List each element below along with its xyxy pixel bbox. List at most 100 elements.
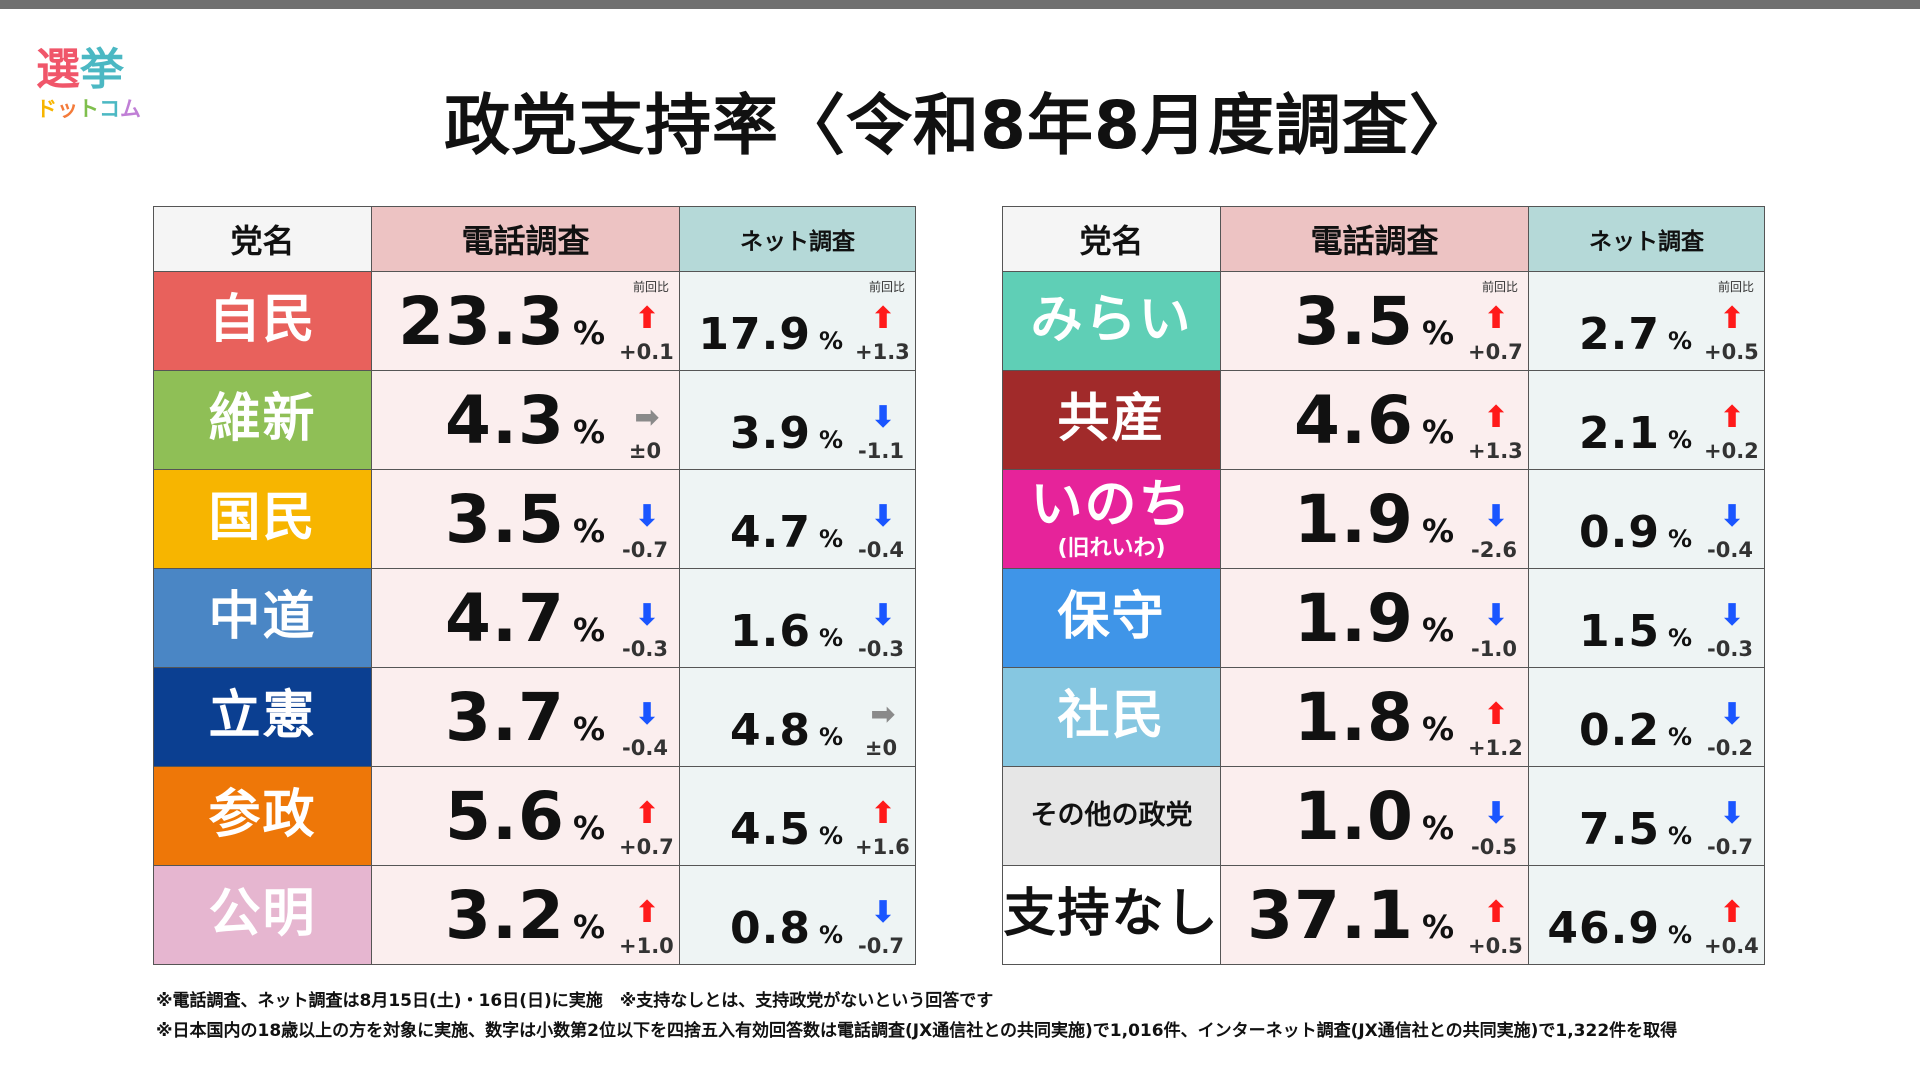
trend-down-arrow-icon: ⬇ [1719, 499, 1745, 534]
net-survey-cell: 17.9% 前回比 ⬆ +1.3 [679, 271, 916, 371]
phone-survey-cell: 1.8% ⬆ +1.2 [1220, 667, 1529, 767]
party-name: 中道 [208, 587, 317, 648]
header-phone-survey: 電話調査 [1220, 206, 1529, 272]
percent-sign: % [572, 710, 605, 748]
value-group: 37.1% [1247, 877, 1454, 954]
net-value: 4.8 [730, 705, 811, 756]
trend-flat-arrow-icon: ➡ [634, 400, 660, 435]
party-name-cell: 社民 [1002, 667, 1221, 767]
party-name: 公明 [208, 884, 317, 945]
value-group: 1.0% [1294, 778, 1454, 855]
phone-survey-cell: 3.7% ⬇ -0.4 [371, 667, 680, 767]
trend-up-arrow-icon: ⬆ [870, 301, 896, 336]
net-survey-cell: 46.9% ⬆ +0.4 [1528, 865, 1765, 965]
trend-down-arrow-icon: ⬇ [1483, 499, 1509, 534]
party-name-cell: その他の政党 [1002, 766, 1221, 866]
party-name: みらい [1030, 290, 1193, 351]
net-survey-cell: 2.7% 前回比 ⬆ +0.5 [1528, 271, 1765, 371]
value-cell-body: 3.7% ⬇ -0.4 [372, 668, 679, 766]
value-cell-body: 3.5% 前回比 ⬆ +0.7 [1221, 272, 1528, 370]
trend-up-arrow-icon: ⬆ [634, 796, 660, 831]
poll-table-left: 党名 電話調査 ネット調査 自民 23.3% 前回比 ⬆ +0.1 17.9% 前回比 ⬆ +1… [153, 206, 916, 965]
phone-delta: +1.0 [619, 934, 674, 958]
party-name: 維新 [208, 389, 317, 450]
trend-up-arrow-icon: ⬆ [1719, 400, 1745, 435]
site-logo[interactable]: 選 挙 ド ッ ト コ ム [36, 46, 146, 142]
phone-value: 37.1 [1247, 877, 1414, 954]
value-group: 2.7% [1579, 309, 1692, 360]
party-row: その他の政党 1.0% ⬇ -0.5 7.5% ⬇ -0.7 [1002, 766, 1765, 866]
value-group: 3.5% [1294, 283, 1454, 360]
net-value: 4.5 [730, 804, 811, 855]
party-name: 立憲 [208, 686, 317, 747]
value-cell-body: 4.8% ➡ ±0 [680, 668, 915, 766]
net-delta: -0.4 [1707, 538, 1753, 562]
value-cell-body: 1.9% ⬇ -1.0 [1221, 569, 1528, 667]
percent-sign: % [1421, 611, 1454, 649]
value-cell-body: 37.1% ⬆ +0.5 [1221, 866, 1528, 964]
net-delta: -0.3 [858, 637, 904, 661]
phone-survey-cell: 1.0% ⬇ -0.5 [1220, 766, 1529, 866]
value-cell-body: 1.5% ⬇ -0.3 [1529, 569, 1764, 667]
party-name: 保守 [1057, 587, 1166, 648]
party-name-cell: 公明 [153, 865, 372, 965]
value-cell-body: 3.9% ⬇ -1.1 [680, 371, 915, 469]
trend-down-arrow-icon: ⬇ [1483, 598, 1509, 633]
net-survey-cell: 0.8% ⬇ -0.7 [679, 865, 916, 965]
value-cell-body: 7.5% ⬇ -0.7 [1529, 767, 1764, 865]
percent-sign: % [1667, 327, 1692, 355]
page-title: 政党支持率〈令和8年8月度調査〉 [444, 87, 1476, 164]
net-survey-cell: 4.7% ⬇ -0.4 [679, 469, 916, 569]
percent-sign: % [572, 512, 605, 550]
value-cell-body: 3.5% ⬇ -0.7 [372, 470, 679, 568]
net-value: 3.9 [730, 408, 811, 459]
net-value: 1.6 [730, 606, 811, 657]
poll-table-right: 党名 電話調査 ネット調査 みらい 3.5% 前回比 ⬆ +0.7 2.7% 前回比 ⬆ +0.… [1002, 206, 1765, 965]
trend-up-arrow-icon: ⬆ [1483, 400, 1509, 435]
phone-survey-cell: 23.3% 前回比 ⬆ +0.1 [371, 271, 680, 371]
value-cell-body: 46.9% ⬆ +0.4 [1529, 866, 1764, 964]
net-delta: -0.7 [1707, 835, 1753, 859]
net-survey-cell: 2.1% ⬆ +0.2 [1528, 370, 1765, 470]
percent-sign: % [1421, 908, 1454, 946]
prev-compare-label: 前回比 [632, 280, 669, 294]
net-survey-cell: 7.5% ⬇ -0.7 [1528, 766, 1765, 866]
phone-delta: -2.6 [1471, 538, 1517, 562]
net-value: 0.9 [1579, 507, 1660, 558]
phone-value: 3.5 [1294, 283, 1414, 360]
party-name: 参政 [208, 785, 317, 846]
party-row: いのち (旧れいわ) 1.9% ⬇ -2.6 0.9% ⬇ -0.4 [1002, 469, 1765, 569]
value-cell-body: 1.8% ⬆ +1.2 [1221, 668, 1528, 766]
party-name: 国民 [208, 488, 317, 549]
value-cell-body: 4.7% ⬇ -0.3 [372, 569, 679, 667]
phone-value: 1.9 [1294, 481, 1414, 558]
party-row: 公明 3.2% ⬆ +1.0 0.8% ⬇ -0.7 [153, 865, 916, 965]
party-name: 社民 [1057, 686, 1166, 747]
phone-value: 23.3 [398, 283, 565, 360]
percent-sign: % [818, 624, 843, 652]
trend-down-arrow-icon: ⬇ [1483, 796, 1509, 831]
phone-delta: -0.7 [622, 538, 668, 562]
party-name-cell: 立憲 [153, 667, 372, 767]
phone-survey-cell: 3.2% ⬆ +1.0 [371, 865, 680, 965]
value-cell-body: 0.8% ⬇ -0.7 [680, 866, 915, 964]
net-value: 0.2 [1579, 705, 1660, 756]
party-name-cell: いのち (旧れいわ) [1002, 469, 1221, 569]
value-cell-body: 4.6% ⬆ +1.3 [1221, 371, 1528, 469]
net-value: 2.7 [1579, 309, 1660, 360]
party-name-cell: 共産 [1002, 370, 1221, 470]
party-row: 立憲 3.7% ⬇ -0.4 4.8% ➡ ±0 [153, 667, 916, 767]
footnote-2: ※日本国内の18歳以上の方を対象に実施、数字は小数第2位以下を四捨五入有効回答数… [156, 1021, 1678, 1041]
value-group: 3.7% [445, 679, 605, 756]
party-name: その他の政党 [1030, 800, 1193, 832]
phone-survey-cell: 4.7% ⬇ -0.3 [371, 568, 680, 668]
logo-char: 挙 [80, 44, 124, 95]
value-cell-body: 23.3% 前回比 ⬆ +0.1 [372, 272, 679, 370]
value-cell-body: 4.3% ➡ ±0 [372, 371, 679, 469]
trend-down-arrow-icon: ⬇ [634, 499, 660, 534]
net-value: 17.9 [698, 309, 811, 360]
phone-value: 1.8 [1294, 679, 1414, 756]
percent-sign: % [1421, 512, 1454, 550]
phone-value: 4.3 [445, 382, 565, 459]
party-name-cell: 参政 [153, 766, 372, 866]
